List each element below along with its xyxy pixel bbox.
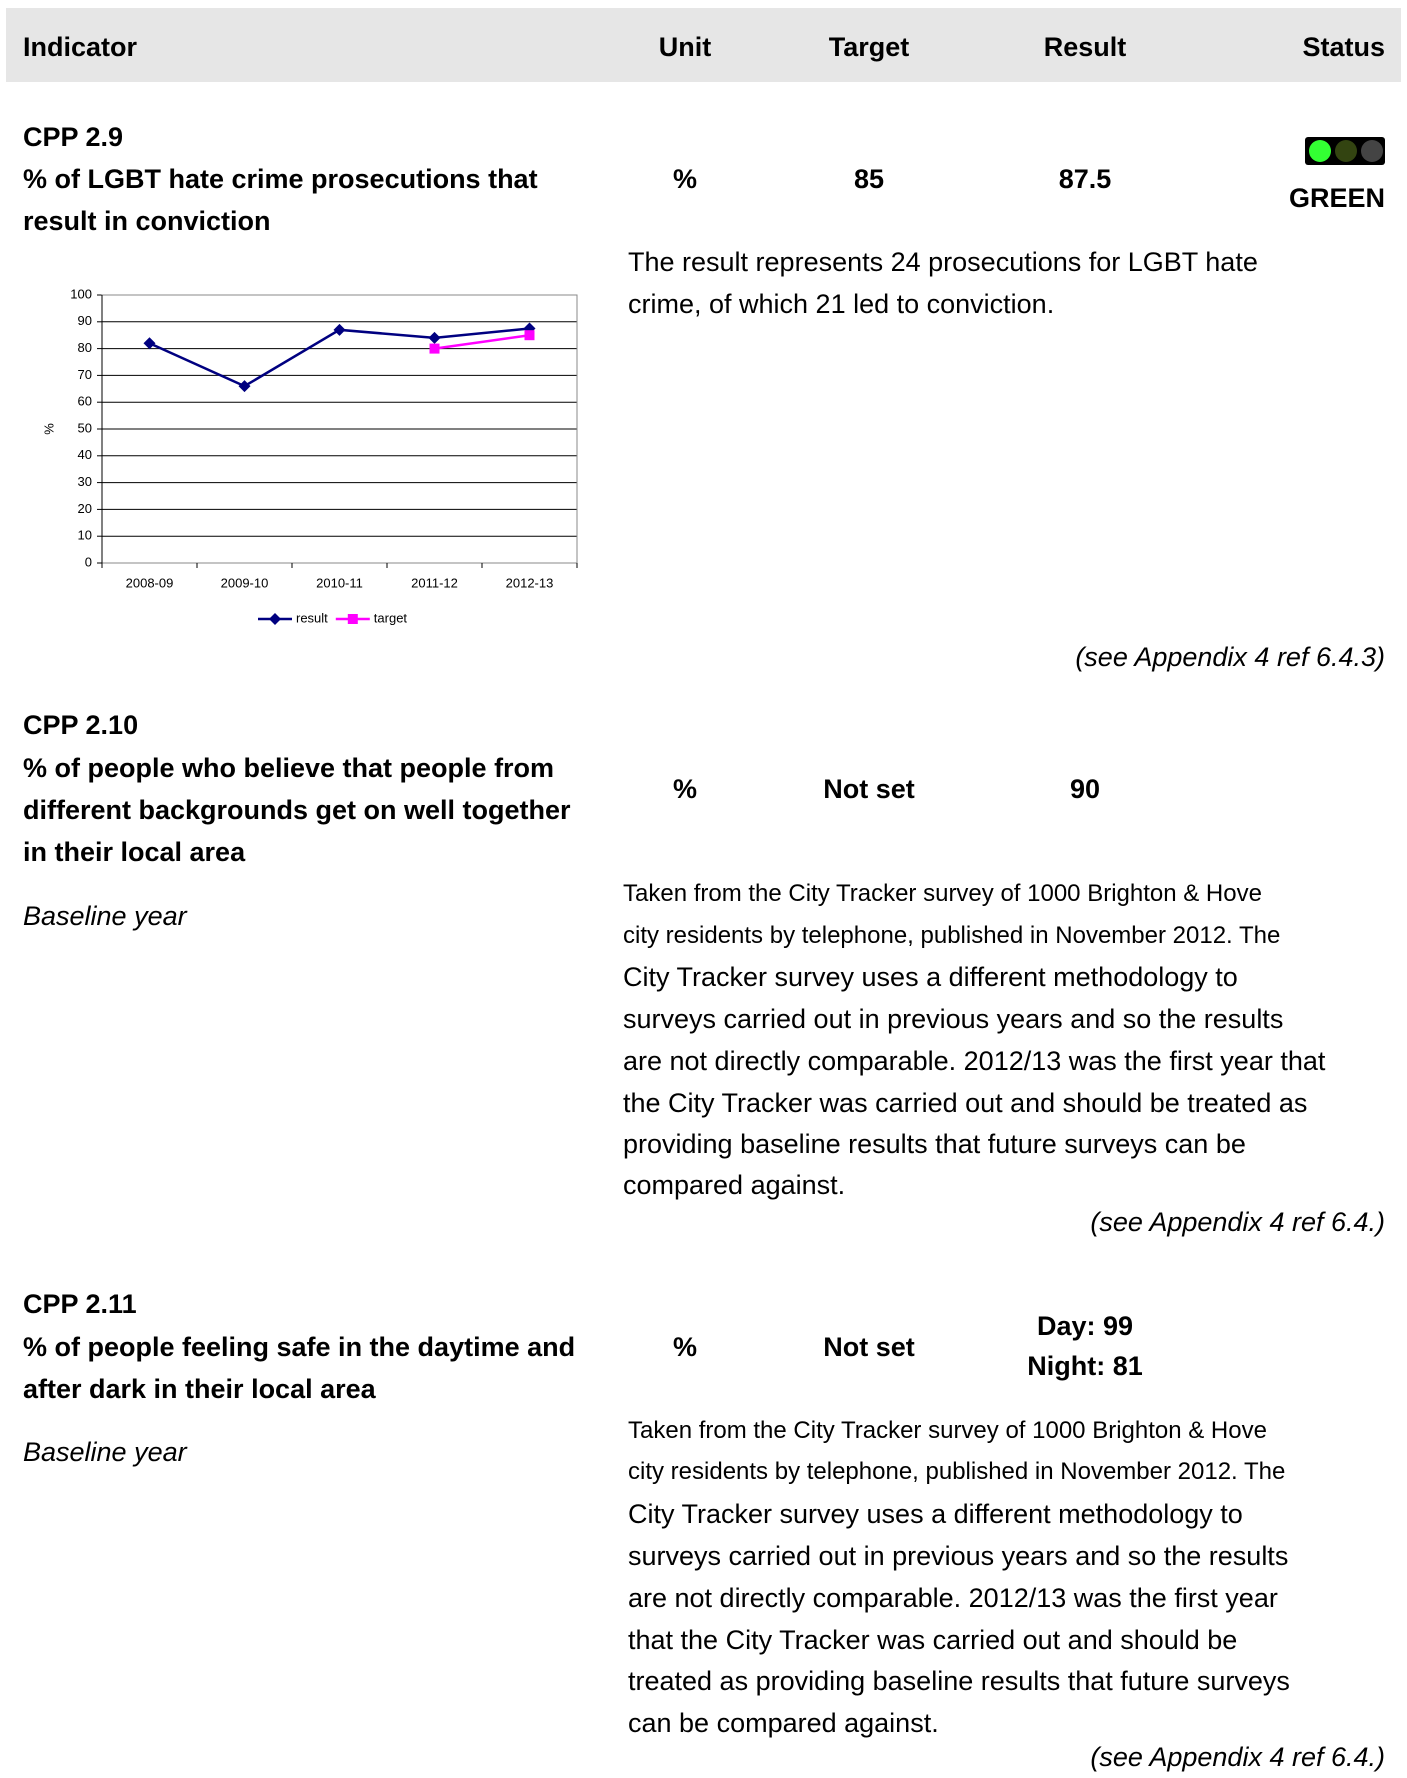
indicator-title: % of LGBT hate crime prosecutions that r… (23, 164, 538, 236)
y-tick-label: 60 (78, 394, 92, 409)
series-line (434, 333, 530, 350)
indicator-code: CPP 2.11 (23, 1289, 137, 1319)
note-line: surveys carried out in previous years an… (628, 1541, 1289, 1571)
y-tick-label: 40 (78, 447, 92, 462)
indicator-code: CPP 2.9 (23, 122, 124, 152)
column-header: Target (828, 32, 910, 62)
indicator-title: % of people feeling safe in the daytime … (23, 1332, 576, 1404)
marker (238, 380, 251, 393)
note-line: that the City Tracker was carried out an… (628, 1625, 1238, 1655)
note-line: City Tracker survey uses a different met… (628, 1499, 1243, 1529)
column-header: Status (1302, 32, 1385, 62)
note-line: can be compared against. (628, 1708, 939, 1738)
column-header: Result (1043, 32, 1127, 62)
y-tick-label: 20 (78, 501, 92, 516)
marker (428, 331, 441, 344)
y-tick-label: 70 (78, 367, 92, 382)
note-line: Taken from the City Tracker survey of 10… (628, 1417, 1267, 1444)
marker (269, 613, 281, 625)
appendix-ref: (see Appendix 4 ref 6.4.3) (1075, 642, 1385, 672)
lamp (1361, 140, 1383, 162)
note-line: compared against. (623, 1170, 846, 1200)
y-tick-label: 10 (78, 528, 92, 543)
note-line: The result represents 24 prosecutions fo… (628, 247, 1258, 277)
traffic-light (1305, 137, 1385, 165)
note-line: the City Tracker was carried out and sho… (623, 1088, 1308, 1118)
result: 87.5 (1058, 164, 1112, 194)
chart: 0 10 20 30 40 50 60 70 80 90 100% 2008-09 2009-10 201… (41, 286, 578, 625)
note-line: crime, of which 21 led to conviction. (628, 289, 1055, 319)
header-bar (6, 8, 1401, 82)
marker (333, 323, 346, 336)
y-tick-label: 100 (70, 286, 92, 301)
unit: % (672, 1332, 698, 1362)
y-tick-label: 0 (85, 554, 92, 569)
lamp (1335, 140, 1357, 162)
indicator-code: CPP 2.10 (23, 710, 139, 740)
appendix-ref: (see Appendix 4 ref 6.4.) (1090, 1742, 1385, 1772)
note-line: are not directly comparable. 2012/13 was… (628, 1583, 1278, 1613)
note-line: city residents by telephone, published i… (628, 1458, 1286, 1485)
note-line: providing baseline results that future s… (623, 1129, 1246, 1159)
y-tick-label: 90 (78, 313, 92, 328)
result: Night: 81 (1027, 1351, 1143, 1381)
unit: % (672, 164, 698, 194)
column-header: Indicator (23, 32, 138, 62)
note-line: are not directly comparable. 2012/13 was… (623, 1046, 1326, 1076)
marker (347, 614, 358, 624)
y-tick-label: 80 (78, 340, 92, 355)
marker (143, 337, 156, 350)
column-header: Unit (658, 32, 712, 62)
target: Not set (823, 1332, 915, 1362)
note-line: treated as providing baseline results th… (628, 1666, 1290, 1696)
x-tick-label: 2008-09 (126, 575, 174, 590)
y-tick-label: 50 (78, 420, 92, 435)
result: Day: 99 (1036, 1311, 1134, 1341)
x-tick-label: 2010-11 (316, 575, 363, 590)
baseline-note: Baseline year (23, 901, 187, 931)
baseline-note: Baseline year (23, 1437, 187, 1467)
marker (429, 343, 440, 354)
status: GREEN (1288, 183, 1385, 213)
x-tick-label: 2009-10 (221, 575, 269, 590)
marker (524, 330, 535, 341)
y-tick-label: 30 (78, 474, 92, 489)
note-line: surveys carried out in previous years an… (623, 1004, 1284, 1034)
appendix-ref: (see Appendix 4 ref 6.4.) (1090, 1207, 1385, 1237)
y-axis-label: % (41, 423, 56, 435)
note-line: City Tracker survey uses a different met… (623, 962, 1238, 992)
unit: % (672, 774, 698, 804)
legend-label: target (374, 610, 408, 625)
result: 90 (1069, 774, 1101, 804)
note-line: Taken from the City Tracker survey of 10… (623, 880, 1262, 907)
series-line (148, 327, 530, 388)
target: Not set (823, 774, 915, 804)
x-tick-label: 2011-12 (411, 575, 458, 590)
indicator-title: % of people who believe that people from… (23, 753, 571, 867)
x-tick-label: 2012-13 (506, 575, 554, 590)
legend-label: result (296, 610, 328, 625)
lamp (1309, 140, 1331, 162)
note-line: city residents by telephone, published i… (623, 922, 1281, 949)
target: 85 (853, 164, 885, 194)
